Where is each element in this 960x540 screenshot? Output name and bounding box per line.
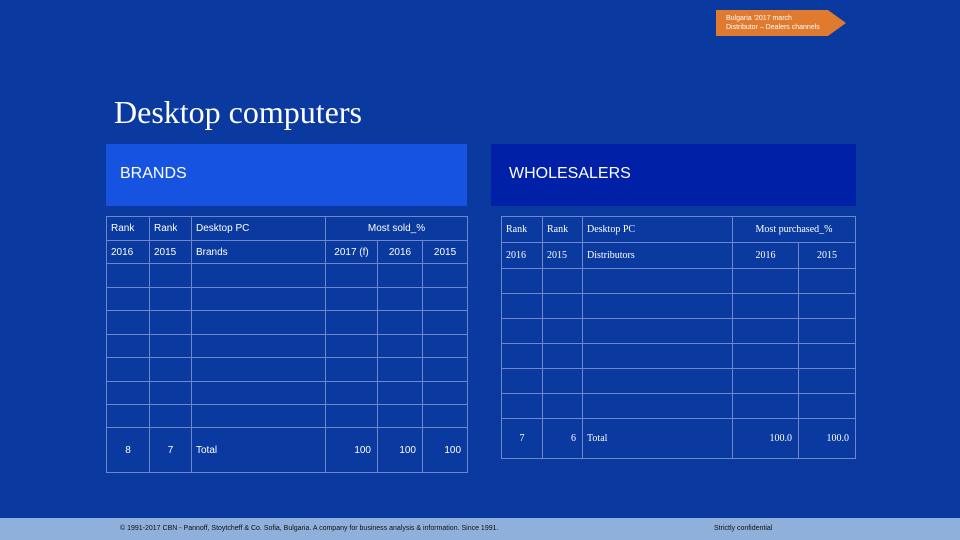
tag-line-1: Bulgaria '2017 march <box>726 15 792 22</box>
footer-copyright: © 1991-2017 CBN - Pannoff, Stoytcheff & … <box>120 525 499 532</box>
brands-h-2015: 2015 <box>149 240 192 264</box>
brands-table: Rank Rank Desktop PC Most sold_% 2016 20… <box>106 216 469 473</box>
wh-total-2015: 100.0 <box>798 418 856 459</box>
brands-h-rank-b: Rank <box>149 216 192 241</box>
brands-total-row: 8 7 Total 100 100 100 <box>106 427 469 473</box>
footer-bar: © 1991-2017 CBN - Pannoff, Stoytcheff & … <box>0 518 960 540</box>
brands-total-2015: 100 <box>421 427 469 473</box>
wh-h-2015: 2015 <box>542 242 583 269</box>
table-row <box>106 404 469 428</box>
wh-total-label: Total <box>582 418 733 459</box>
wh-h-rank-b: Rank <box>542 216 583 243</box>
wh-h-most-purchased: Most purchased_% <box>732 216 856 243</box>
wh-h-2015b: 2015 <box>798 242 856 269</box>
footer-confidential: Strictly confidential <box>714 525 773 532</box>
wholesalers-total-row: 7 6 Total 100.0 100.0 <box>501 418 856 459</box>
brands-h-2015b: 2015 <box>421 240 469 264</box>
tag-line-2: Distributor – Dealers channels <box>726 24 820 31</box>
wholesalers-header-row-1: Rank Rank Desktop PC Most purchased_% <box>501 216 856 243</box>
brands-h-2016: 2016 <box>106 240 150 264</box>
brands-total-rank-2015: 7 <box>149 427 192 473</box>
wholesalers-table: Rank Rank Desktop PC Most purchased_% 20… <box>501 216 856 459</box>
brands-h-brands: Brands <box>191 240 326 264</box>
brands-header-row-1: Rank Rank Desktop PC Most sold_% <box>106 216 469 241</box>
table-row <box>501 293 856 319</box>
wh-total-2016: 100.0 <box>732 418 799 459</box>
table-row <box>106 310 469 335</box>
wh-h-2016: 2016 <box>501 242 543 269</box>
table-row <box>501 393 856 419</box>
brands-total-2017f: 100 <box>325 427 378 473</box>
source-tag: Bulgaria '2017 march Distributor – Deale… <box>716 10 828 36</box>
slide-title: Desktop computers <box>114 94 362 130</box>
table-row <box>501 268 856 294</box>
table-row <box>501 318 856 344</box>
brands-header-row-2: 2016 2015 Brands 2017 (f) 2016 2015 <box>106 240 469 264</box>
brands-h-2016b: 2016 <box>377 240 423 264</box>
wholesalers-header-row-2: 2016 2015 Distributors 2016 2015 <box>501 242 856 269</box>
wh-h-rank-a: Rank <box>501 216 543 243</box>
brands-h-rank-a: Rank <box>106 216 150 241</box>
table-row <box>501 368 856 394</box>
table-row <box>501 343 856 369</box>
brands-h-most-sold: Most sold_% <box>324 216 469 241</box>
wh-h-distributors: Distributors <box>582 242 733 269</box>
brands-total-label: Total <box>191 427 326 473</box>
wholesalers-header: WHOLESALERS <box>491 144 856 206</box>
wh-h-desktop: Desktop PC <box>582 216 733 243</box>
brands-total-2016: 100 <box>377 427 423 473</box>
table-row <box>106 381 469 405</box>
table-row <box>106 357 469 382</box>
tag-arrow-shape <box>828 10 846 36</box>
table-row <box>106 334 469 358</box>
table-row <box>106 263 469 288</box>
wh-total-rank-2015: 6 <box>542 418 583 459</box>
brands-header: BRANDS <box>106 144 467 206</box>
wh-total-rank-2016: 7 <box>501 418 543 459</box>
wh-h-2016b: 2016 <box>732 242 799 269</box>
brands-h-desktop: Desktop PC <box>191 216 326 241</box>
table-row <box>106 287 469 311</box>
brands-h-2017f: 2017 (f) <box>325 240 378 264</box>
brands-total-rank-2016: 8 <box>106 427 150 473</box>
